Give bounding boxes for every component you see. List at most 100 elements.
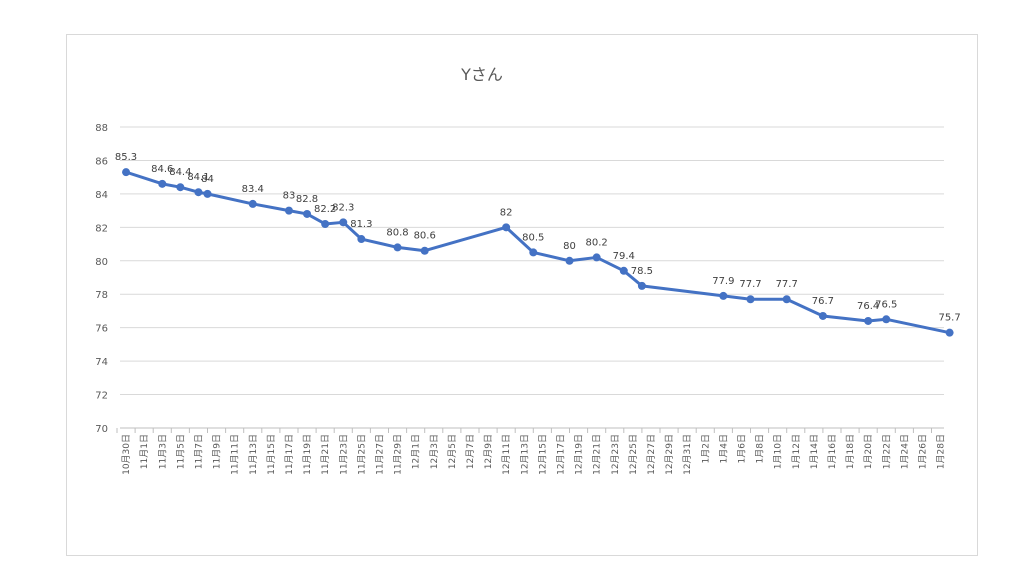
y-tick-label: 84 bbox=[95, 190, 108, 201]
data-point bbox=[502, 223, 511, 232]
x-tick-label: 12月29日 bbox=[664, 434, 675, 475]
data-label: 82.3 bbox=[332, 202, 354, 213]
x-tick-label: 11月7日 bbox=[193, 434, 204, 469]
x-tick-label: 1月24日 bbox=[899, 434, 910, 469]
data-label: 84 bbox=[201, 174, 214, 185]
x-tick-label: 1月8日 bbox=[755, 434, 766, 463]
data-point bbox=[782, 295, 791, 304]
x-tick-label: 11月15日 bbox=[266, 434, 277, 475]
x-tick-label: 12月5日 bbox=[447, 434, 458, 469]
data-point bbox=[303, 209, 312, 218]
data-label: 78.5 bbox=[631, 266, 653, 277]
y-tick-label: 76 bbox=[95, 324, 108, 335]
data-point bbox=[321, 219, 330, 228]
x-tick-label: 11月11日 bbox=[230, 434, 241, 475]
x-tick-label: 1月2日 bbox=[700, 434, 711, 463]
data-label: 76.4 bbox=[857, 301, 879, 312]
data-point bbox=[203, 189, 212, 198]
data-point bbox=[176, 183, 185, 192]
data-label: 80 bbox=[563, 241, 576, 252]
data-label: 85.3 bbox=[115, 152, 137, 163]
x-tick-label: 12月23日 bbox=[610, 434, 621, 475]
x-tick-label: 1月6日 bbox=[736, 434, 747, 463]
x-tick-label: 11月25日 bbox=[356, 434, 367, 475]
data-label: 82 bbox=[500, 207, 513, 218]
x-tick-label: 1月18日 bbox=[845, 434, 856, 469]
data-point bbox=[357, 235, 366, 244]
x-tick-label: 12月1日 bbox=[411, 434, 422, 469]
data-label: 77.7 bbox=[739, 279, 761, 290]
data-point bbox=[719, 291, 728, 300]
data-label: 75.7 bbox=[938, 313, 960, 324]
series-line bbox=[124, 170, 952, 335]
y-tick-label: 80 bbox=[95, 257, 108, 268]
x-tick-label: 12月31日 bbox=[682, 434, 693, 475]
data-label: 84.1 bbox=[187, 172, 209, 183]
data-point bbox=[864, 316, 873, 325]
x-tick-label: 12月7日 bbox=[465, 434, 476, 469]
data-label: 80.6 bbox=[414, 231, 436, 242]
data-point bbox=[158, 179, 167, 188]
x-tick-label: 11月23日 bbox=[338, 434, 349, 475]
chart-frame bbox=[66, 34, 978, 556]
data-label: 77.9 bbox=[712, 276, 734, 287]
data-point bbox=[122, 168, 131, 177]
x-tick-label: 11月5日 bbox=[175, 434, 186, 469]
x-tick-label: 12月3日 bbox=[429, 434, 440, 469]
data-label: 76.5 bbox=[875, 299, 897, 310]
data-label: 83.4 bbox=[242, 184, 264, 195]
x-tick-label: 10月30日 bbox=[121, 434, 132, 475]
x-tick-label: 11月9日 bbox=[212, 434, 223, 469]
x-tick-label: 12月9日 bbox=[483, 434, 494, 469]
x-tick-label: 11月29日 bbox=[393, 434, 404, 475]
x-tick-label: 1月22日 bbox=[881, 434, 892, 469]
x-tick-label: 1月14日 bbox=[809, 434, 820, 469]
y-tick-label: 88 bbox=[95, 123, 108, 134]
data-point bbox=[194, 188, 203, 197]
y-tick-label: 70 bbox=[95, 424, 108, 435]
data-point bbox=[945, 328, 954, 337]
data-label: 84.6 bbox=[151, 164, 173, 175]
x-tick-label: 11月19日 bbox=[302, 434, 313, 475]
data-label: 77.7 bbox=[776, 279, 798, 290]
data-label: 80.8 bbox=[386, 227, 408, 238]
x-tick-label: 1月10日 bbox=[773, 434, 784, 469]
x-tick-label: 12月19日 bbox=[574, 434, 585, 475]
data-point bbox=[882, 315, 891, 324]
data-point bbox=[619, 266, 628, 275]
x-tick-label: 1月28日 bbox=[936, 434, 947, 469]
data-label: 80.2 bbox=[586, 237, 608, 248]
x-tick-label: 1月12日 bbox=[791, 434, 802, 469]
x-tick-label: 12月15日 bbox=[537, 434, 548, 475]
x-tick-label: 1月20日 bbox=[863, 434, 874, 469]
data-point bbox=[284, 206, 293, 215]
x-tick-label: 12月17日 bbox=[555, 434, 566, 475]
data-label: 76.7 bbox=[812, 296, 834, 307]
data-label: 84.4 bbox=[169, 167, 191, 178]
data-point bbox=[565, 256, 574, 265]
y-tick-label: 74 bbox=[95, 357, 108, 368]
x-tick-label: 12月11日 bbox=[501, 434, 512, 475]
data-point bbox=[248, 199, 257, 208]
data-point bbox=[393, 243, 402, 252]
x-tick-label: 12月25日 bbox=[628, 434, 639, 475]
x-tick-label: 11月3日 bbox=[157, 434, 168, 469]
y-tick-label: 78 bbox=[95, 290, 108, 301]
x-tick-label: 11月17日 bbox=[284, 434, 295, 475]
data-label: 80.5 bbox=[522, 232, 544, 243]
data-point bbox=[637, 281, 646, 290]
data-point bbox=[529, 248, 538, 257]
data-label: 82.2 bbox=[314, 204, 336, 215]
data-point bbox=[818, 311, 827, 320]
x-tick-label: 1月16日 bbox=[827, 434, 838, 469]
x-tick-label: 1月26日 bbox=[917, 434, 928, 469]
x-tick-label: 1月4日 bbox=[718, 434, 729, 463]
x-tick-label: 12月13日 bbox=[519, 434, 530, 475]
y-tick-label: 72 bbox=[95, 391, 108, 402]
x-tick-label: 12月27日 bbox=[646, 434, 657, 475]
x-tick-label: 11月27日 bbox=[374, 434, 385, 475]
x-tick-label: 11月1日 bbox=[139, 434, 150, 469]
data-point bbox=[592, 253, 601, 262]
y-tick-label: 82 bbox=[95, 223, 108, 234]
data-point bbox=[746, 295, 755, 304]
